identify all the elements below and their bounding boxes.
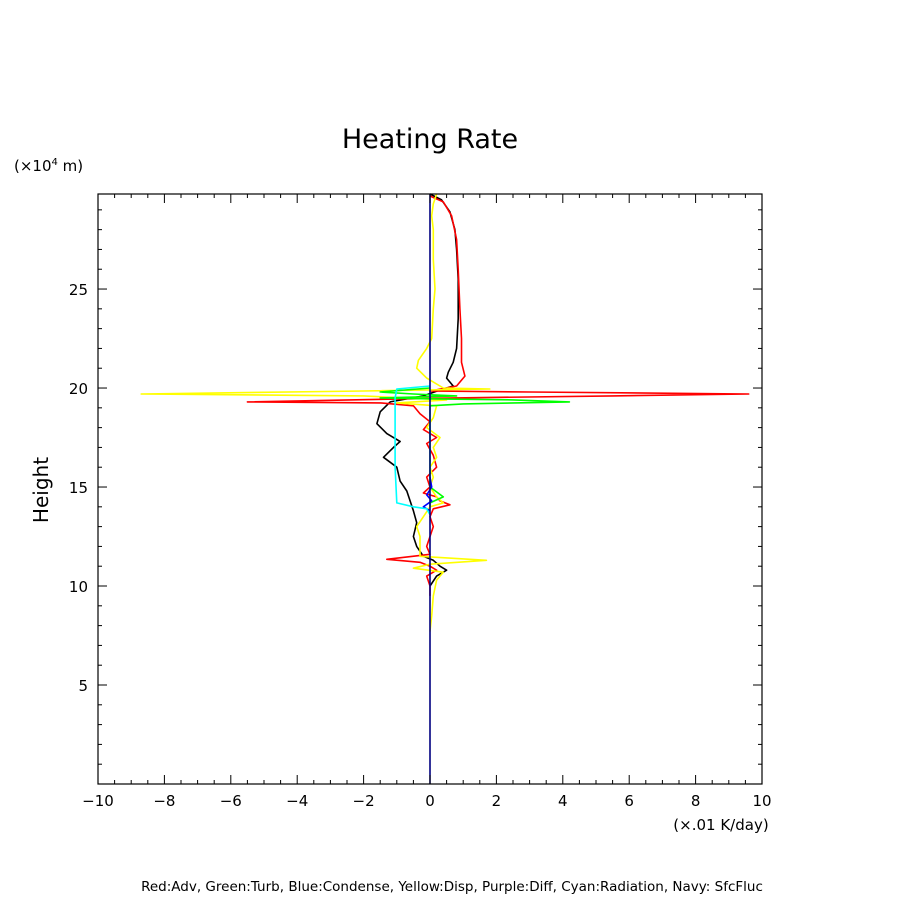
chart-title: Heating Rate (342, 124, 518, 155)
x-tick-label: −10 (82, 792, 114, 810)
series-line-3 (379, 387, 571, 507)
y-unit-suffix: m) (58, 157, 83, 175)
x-tick-label: 10 (752, 792, 771, 810)
x-tick-label: 4 (558, 792, 568, 810)
x-tick-label: 2 (492, 792, 502, 810)
x-unit-label: (×.01 K/day) (673, 816, 768, 834)
x-tick-label: −2 (353, 792, 375, 810)
x-tick-label: −6 (220, 792, 242, 810)
x-tick-label: −8 (153, 792, 175, 810)
y-tick-label: 5 (78, 677, 88, 695)
series-line-0 (376, 193, 459, 587)
footer-legend: Red:Adv, Green:Turb, Blue:Condense, Yell… (141, 879, 763, 895)
x-tick-label: 8 (691, 792, 701, 810)
y-unit-label: (×104 m) (14, 157, 83, 175)
y-tick-label: 20 (69, 380, 88, 398)
series-line-5 (394, 385, 431, 516)
y-unit-base: (×10 (14, 157, 52, 175)
x-tick-label: 6 (624, 792, 634, 810)
series-layer (140, 193, 750, 784)
x-tick-label: −4 (286, 792, 308, 810)
series-line-2 (140, 193, 491, 632)
y-tick-label: 10 (69, 578, 88, 596)
tick-labels-layer: −10 −8 −6 −4 −2 0 2 4 6 8 10 5 10 15 20 25 (69, 281, 772, 810)
y-tick-label: 15 (69, 479, 88, 497)
y-tick-label: 25 (69, 281, 88, 299)
y-axis-label: Height (29, 457, 53, 523)
ticks-layer (97, 194, 763, 784)
x-tick-label: 0 (425, 792, 435, 810)
y-unit-exponent: 4 (52, 157, 58, 168)
